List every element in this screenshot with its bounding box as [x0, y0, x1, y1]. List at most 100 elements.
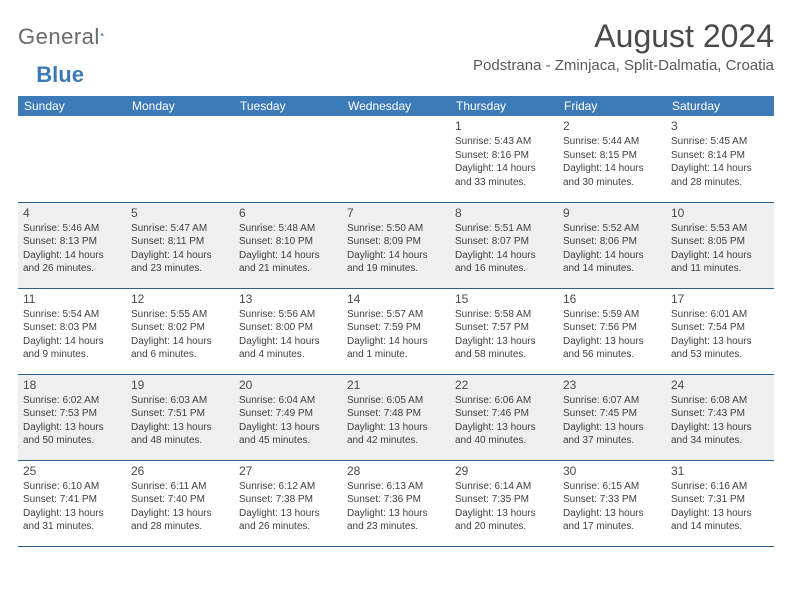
day-number: 7 — [347, 206, 445, 220]
calendar-cell: 23 Sunrise: 6:07 AMSunset: 7:45 PMDayligh… — [558, 374, 666, 460]
day-header: Friday — [558, 96, 666, 116]
day-info: Sunrise: 6:06 AMSunset: 7:46 PMDaylight:… — [455, 394, 553, 448]
day-header: Tuesday — [234, 96, 342, 116]
day-number: 6 — [239, 206, 337, 220]
day-info: Sunrise: 6:02 AMSunset: 7:53 PMDaylight:… — [23, 394, 121, 448]
day-info: Sunrise: 6:04 AMSunset: 7:49 PMDaylight:… — [239, 394, 337, 448]
calendar-cell-empty — [18, 116, 126, 202]
day-info: Sunrise: 5:44 AMSunset: 8:15 PMDaylight:… — [563, 135, 661, 189]
calendar-cell: 3 Sunrise: 5:45 AMSunset: 8:14 PMDaylight… — [666, 116, 774, 202]
day-info: Sunrise: 6:15 AMSunset: 7:33 PMDaylight:… — [563, 480, 661, 534]
calendar-cell: 29Sunrise: 6:14 AMSunset: 7:35 PMDayligh… — [450, 460, 558, 546]
day-number: 1 — [455, 119, 553, 133]
day-header: Thursday — [450, 96, 558, 116]
day-number: 27 — [239, 464, 337, 478]
day-info: Sunrise: 5:58 AMSunset: 7:57 PMDaylight:… — [455, 308, 553, 362]
calendar-row: 18 Sunrise: 6:02 AMSunset: 7:53 PMDayligh… — [18, 374, 774, 460]
calendar-cell: 9 Sunrise: 5:52 AMSunset: 8:06 PMDaylight… — [558, 202, 666, 288]
calendar-body: 1 Sunrise: 5:43 AMSunset: 8:16 PMDaylight… — [18, 116, 774, 546]
day-info: Sunrise: 6:10 AMSunset: 7:41 PMDaylight:… — [23, 480, 121, 534]
day-number: 4 — [23, 206, 121, 220]
day-number: 9 — [563, 206, 661, 220]
day-number: 26 — [131, 464, 229, 478]
day-number: 31 — [671, 464, 769, 478]
day-info: Sunrise: 6:07 AMSunset: 7:45 PMDaylight:… — [563, 394, 661, 448]
day-number: 5 — [131, 206, 229, 220]
calendar-cell: 8 Sunrise: 5:51 AMSunset: 8:07 PMDaylight… — [450, 202, 558, 288]
calendar-cell: 5 Sunrise: 5:47 AMSunset: 8:11 PMDaylight… — [126, 202, 234, 288]
calendar-cell: 22Sunrise: 6:06 AMSunset: 7:46 PMDayligh… — [450, 374, 558, 460]
logo-text-gray: General — [18, 24, 100, 50]
calendar-cell: 30 Sunrise: 6:15 AMSunset: 7:33 PMDayligh… — [558, 460, 666, 546]
day-info: Sunrise: 5:50 AMSunset: 8:09 PMDaylight:… — [347, 222, 445, 276]
day-number: 2 — [563, 119, 661, 133]
day-number: 24 — [671, 378, 769, 392]
day-number: 29 — [455, 464, 553, 478]
day-info: Sunrise: 5:53 AMSunset: 8:05 PMDaylight:… — [671, 222, 769, 276]
month-title: August 2024 — [473, 18, 774, 55]
calendar-cell: 11 Sunrise: 5:54 AMSunset: 8:03 PMDayligh… — [18, 288, 126, 374]
day-number: 19 — [131, 378, 229, 392]
calendar-cell: 24 Sunrise: 6:08 AMSunset: 7:43 PMDayligh… — [666, 374, 774, 460]
day-info: Sunrise: 5:51 AMSunset: 8:07 PMDaylight:… — [455, 222, 553, 276]
day-info: Sunrise: 5:54 AMSunset: 8:03 PMDaylight:… — [23, 308, 121, 362]
calendar-cell: 1 Sunrise: 5:43 AMSunset: 8:16 PMDaylight… — [450, 116, 558, 202]
calendar-cell: 28 Sunrise: 6:13 AMSunset: 7:36 PMDayligh… — [342, 460, 450, 546]
day-info: Sunrise: 5:55 AMSunset: 8:02 PMDaylight:… — [131, 308, 229, 362]
day-number: 23 — [563, 378, 661, 392]
day-info: Sunrise: 6:08 AMSunset: 7:43 PMDaylight:… — [671, 394, 769, 448]
day-info: Sunrise: 5:43 AMSunset: 8:16 PMDaylight:… — [455, 135, 553, 189]
day-info: Sunrise: 5:52 AMSunset: 8:06 PMDaylight:… — [563, 222, 661, 276]
calendar-cell: 17 Sunrise: 6:01 AMSunset: 7:54 PMDayligh… — [666, 288, 774, 374]
day-info: Sunrise: 6:01 AMSunset: 7:54 PMDaylight:… — [671, 308, 769, 362]
calendar-cell: 4 Sunrise: 5:46 AMSunset: 8:13 PMDaylight… — [18, 202, 126, 288]
day-number: 14 — [347, 292, 445, 306]
day-header: Monday — [126, 96, 234, 116]
day-number: 28 — [347, 464, 445, 478]
calendar-cell: 31 Sunrise: 6:16 AMSunset: 7:31 PMDayligh… — [666, 460, 774, 546]
day-info: Sunrise: 5:47 AMSunset: 8:11 PMDaylight:… — [131, 222, 229, 276]
day-info: Sunrise: 5:59 AMSunset: 7:56 PMDaylight:… — [563, 308, 661, 362]
day-info: Sunrise: 6:05 AMSunset: 7:48 PMDaylight:… — [347, 394, 445, 448]
calendar-cell: 19Sunrise: 6:03 AMSunset: 7:51 PMDayligh… — [126, 374, 234, 460]
calendar-cell: 21 Sunrise: 6:05 AMSunset: 7:48 PMDayligh… — [342, 374, 450, 460]
day-number: 15 — [455, 292, 553, 306]
calendar-cell: 20 Sunrise: 6:04 AMSunset: 7:49 PMDayligh… — [234, 374, 342, 460]
calendar-row: 1 Sunrise: 5:43 AMSunset: 8:16 PMDaylight… — [18, 116, 774, 202]
day-number: 8 — [455, 206, 553, 220]
day-number: 20 — [239, 378, 337, 392]
logo: General — [18, 18, 126, 50]
calendar-cell: 26Sunrise: 6:11 AMSunset: 7:40 PMDayligh… — [126, 460, 234, 546]
day-info: Sunrise: 6:12 AMSunset: 7:38 PMDaylight:… — [239, 480, 337, 534]
day-info: Sunrise: 5:46 AMSunset: 8:13 PMDaylight:… — [23, 222, 121, 276]
day-header: Wednesday — [342, 96, 450, 116]
day-info: Sunrise: 6:16 AMSunset: 7:31 PMDaylight:… — [671, 480, 769, 534]
day-info: Sunrise: 5:45 AMSunset: 8:14 PMDaylight:… — [671, 135, 769, 189]
day-number: 10 — [671, 206, 769, 220]
calendar-cell: 15 Sunrise: 5:58 AMSunset: 7:57 PMDayligh… — [450, 288, 558, 374]
day-info: Sunrise: 5:56 AMSunset: 8:00 PMDaylight:… — [239, 308, 337, 362]
day-number: 17 — [671, 292, 769, 306]
calendar-cell: 12 Sunrise: 5:55 AMSunset: 8:02 PMDayligh… — [126, 288, 234, 374]
day-number: 12 — [131, 292, 229, 306]
day-info: Sunrise: 6:13 AMSunset: 7:36 PMDaylight:… — [347, 480, 445, 534]
logo-text-blue: Blue — [36, 62, 84, 88]
calendar-cell: 16Sunrise: 5:59 AMSunset: 7:56 PMDayligh… — [558, 288, 666, 374]
day-number: 25 — [23, 464, 121, 478]
day-number: 11 — [23, 292, 121, 306]
day-number: 30 — [563, 464, 661, 478]
calendar-cell: 18 Sunrise: 6:02 AMSunset: 7:53 PMDayligh… — [18, 374, 126, 460]
day-info: Sunrise: 5:57 AMSunset: 7:59 PMDaylight:… — [347, 308, 445, 362]
day-number: 18 — [23, 378, 121, 392]
day-number: 13 — [239, 292, 337, 306]
calendar-cell: 27 Sunrise: 6:12 AMSunset: 7:38 PMDayligh… — [234, 460, 342, 546]
day-number: 3 — [671, 119, 769, 133]
calendar-table: Sunday Monday Tuesday Wednesday Thursday… — [18, 96, 774, 547]
calendar-cell-empty — [234, 116, 342, 202]
calendar-cell: 25 Sunrise: 6:10 AMSunset: 7:41 PMDayligh… — [18, 460, 126, 546]
day-info: Sunrise: 5:48 AMSunset: 8:10 PMDaylight:… — [239, 222, 337, 276]
calendar-row: 11 Sunrise: 5:54 AMSunset: 8:03 PMDayligh… — [18, 288, 774, 374]
calendar-cell: 13 Sunrise: 5:56 AMSunset: 8:00 PMDayligh… — [234, 288, 342, 374]
day-number: 21 — [347, 378, 445, 392]
calendar-cell-empty — [126, 116, 234, 202]
